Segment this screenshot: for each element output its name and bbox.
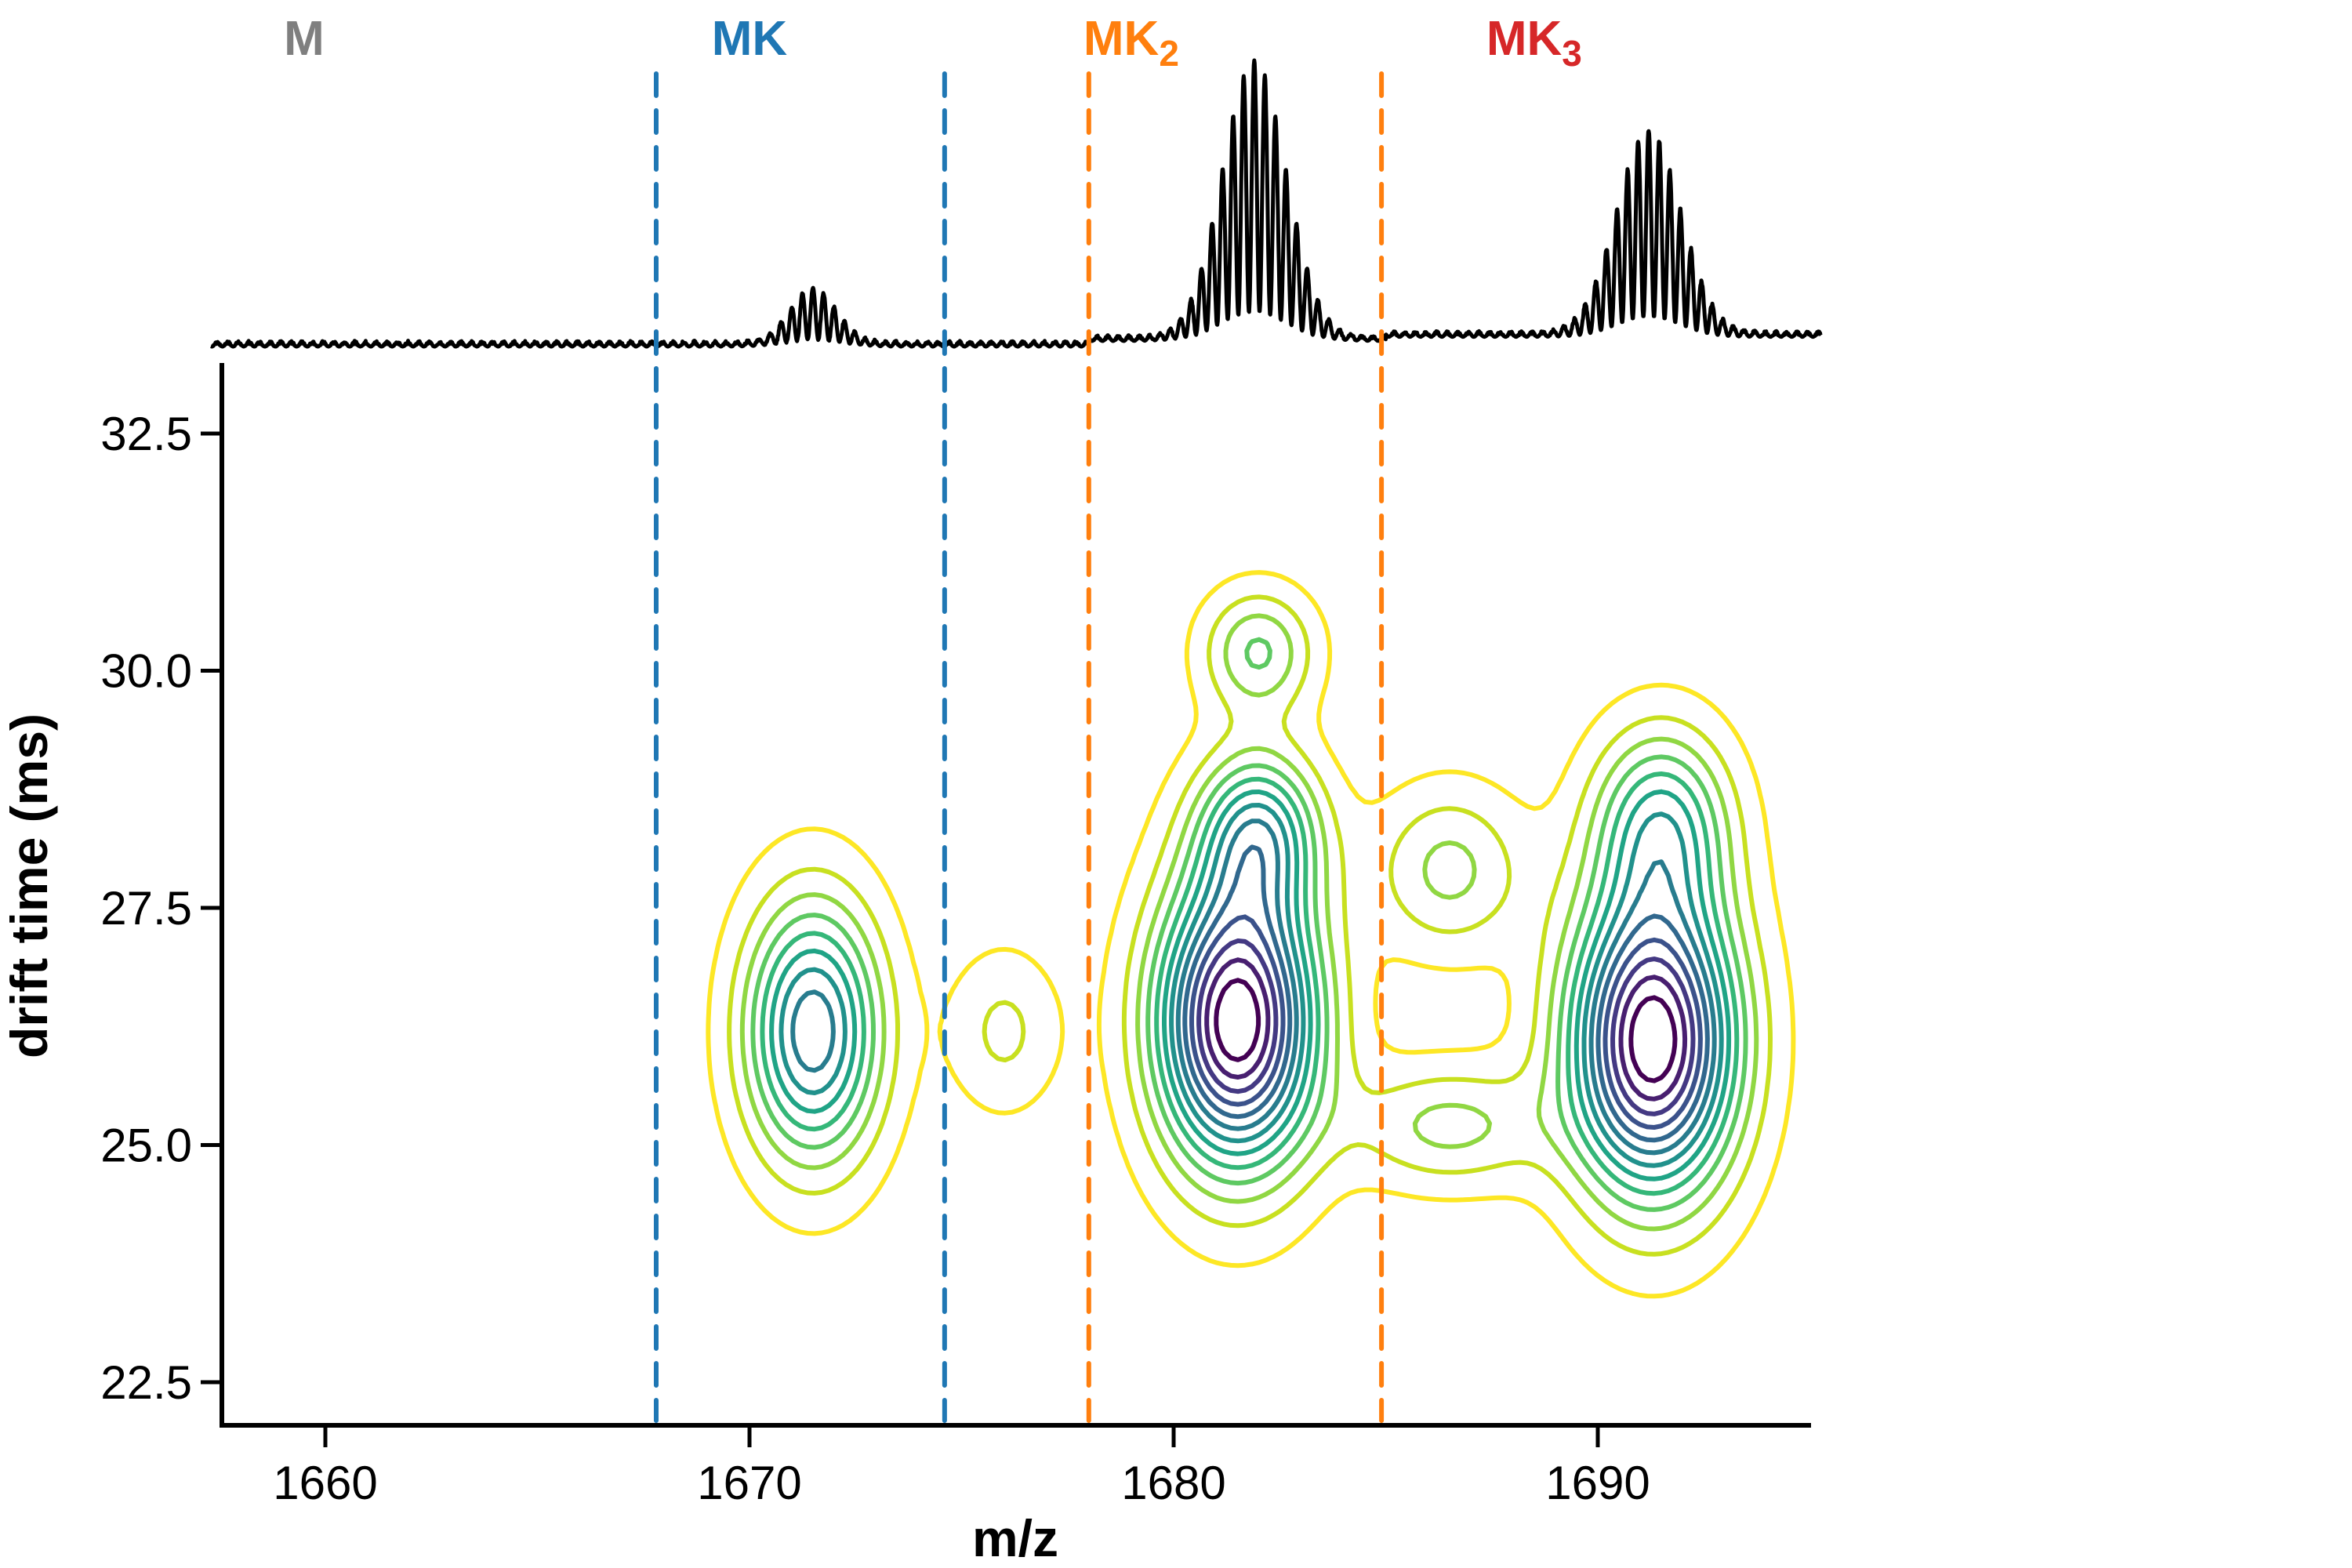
y-axis-ticks: 22.5 25.0 27.5 30.0 32.5 [100, 408, 222, 1409]
contour-level-6 [769, 789, 1732, 1181]
contour-level-7 [779, 803, 1724, 1168]
contour-level-9 [1182, 844, 1710, 1143]
x-axis-ticks: 1660 1670 1680 1690 [273, 1425, 1650, 1509]
contour-layer [706, 570, 1796, 1299]
x-tick-label: 1660 [273, 1457, 377, 1509]
contour-level-10 [1189, 914, 1703, 1130]
species-labels: M MK MK2 MK3 [284, 12, 1582, 74]
species-label: MK [712, 12, 788, 66]
y-tick-label: 25.0 [100, 1120, 192, 1172]
contour-level-1 [706, 570, 1796, 1299]
y-axis-title: drift time (ms) [0, 713, 58, 1058]
species-label: M [284, 12, 325, 66]
x-tick-label: 1690 [1545, 1457, 1650, 1509]
y-tick-label: 27.5 [100, 882, 192, 935]
contour-level-11 [1196, 938, 1696, 1116]
species-boundary-lines [653, 71, 1385, 1423]
species-label: MK3 [1486, 12, 1582, 74]
species-label: MK2 [1083, 12, 1179, 74]
x-tick-label: 1670 [697, 1457, 801, 1509]
contour-level-8 [790, 818, 1717, 1156]
y-tick-label: 30.0 [100, 645, 192, 698]
contour-level-12 [1204, 957, 1688, 1102]
x-tick-label: 1680 [1121, 1457, 1225, 1509]
contour-level-5 [760, 771, 1740, 1196]
spectrum-trace [209, 58, 1823, 349]
y-tick-label: 22.5 [100, 1356, 192, 1409]
contour-level-2 [727, 594, 1773, 1257]
x-axis-title: m/z [972, 1509, 1058, 1567]
mass-spectrum [209, 58, 1823, 349]
contour-level-13 [1214, 978, 1678, 1083]
y-tick-label: 32.5 [100, 408, 192, 460]
contour-level-3 [739, 613, 1759, 1232]
contour-level-4 [750, 637, 1748, 1212]
